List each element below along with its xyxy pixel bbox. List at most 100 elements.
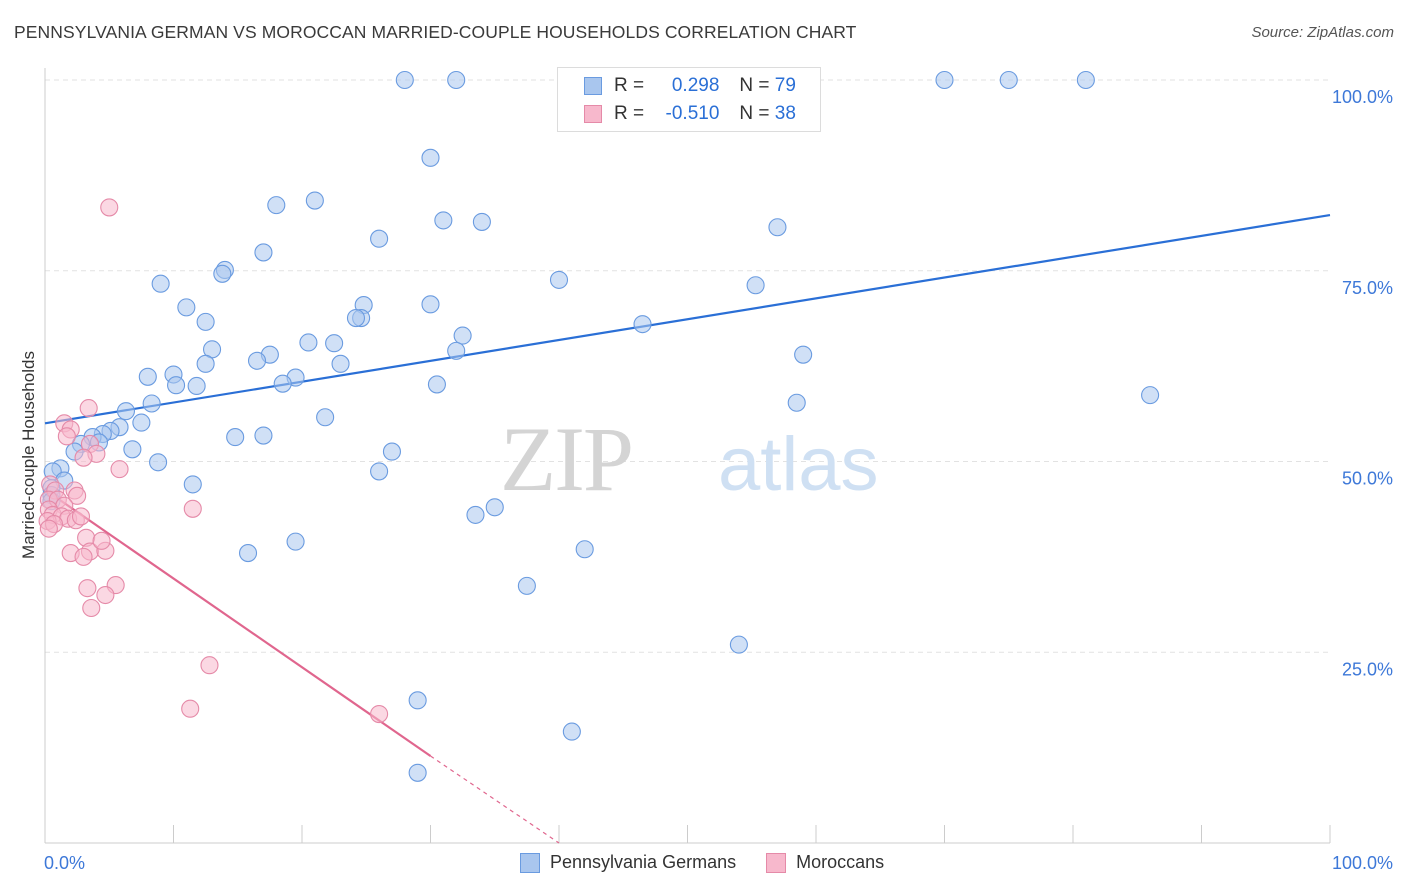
data-point [768,218,787,237]
data-point [196,312,215,331]
trend-line-0 [44,213,1331,425]
x-tick-label: 0.0% [44,853,85,873]
data-point [71,507,91,526]
legend-r-label: R = [614,103,645,124]
data-point [110,460,129,479]
data-point [421,295,440,314]
legend-row-moroccans: R = -0.510 N = 38 [584,102,796,126]
data-point [382,442,402,461]
data-point [238,544,258,563]
data-point [1076,70,1095,90]
series-legend-label: Moroccans [796,852,885,872]
data-point [575,540,594,559]
legend-n-value: 38 [774,103,796,124]
data-point [1141,386,1160,405]
series-legend: Pennsylvania Germans Moroccans [520,852,914,873]
data-point [74,448,93,467]
data-point [370,705,389,724]
data-point [254,426,273,445]
data-point [485,498,504,517]
data-point [305,191,324,210]
data-point [68,486,87,505]
trend-line-1 [44,488,432,757]
data-point [447,341,466,360]
series-legend-item-moroccans: Moroccans [766,852,884,873]
data-point [447,70,466,90]
data-point [213,264,232,283]
data-point [123,440,142,459]
data-point [370,229,389,248]
data-point [167,376,186,395]
y-tick-label: 75.0% [1342,278,1393,298]
tick-labels: 100.0% 75.0% 50.0% 25.0% 0.0% 100.0% [44,87,1393,873]
data-point [142,394,161,413]
data-point [427,375,446,394]
legend-swatch-pink [584,105,602,123]
data-point [746,276,765,295]
source-label: Source: ZipAtlas.com [1251,24,1394,41]
data-point [254,243,273,262]
legend-r-value: 0.298 [671,75,720,96]
data-point [183,499,202,518]
data-point [96,585,115,605]
data-point [267,196,286,215]
trend-line-extension-1 [430,755,560,844]
watermark: ZIP atlas [500,408,879,510]
data-point [200,656,219,675]
data-point [273,374,292,393]
data-point [999,70,1018,90]
data-point [183,475,202,494]
data-point [78,579,97,598]
legend-n-value: 79 [774,75,796,96]
legend-r-label: R = [614,75,645,96]
data-point [151,274,170,293]
data-point [935,70,954,90]
data-point [316,408,335,427]
data-point [196,354,215,373]
data-point [325,334,344,353]
series-legend-item-pennsylvania: Pennsylvania Germans [520,852,736,873]
data-point [370,462,389,481]
data-point [395,70,414,90]
stats-legend: R = 0.298 N = 79 R = -0.510 N = 38 [557,67,821,132]
data-point [517,576,536,595]
data-points [38,70,1160,782]
data-point [74,547,93,566]
data-point [177,298,196,317]
data-point [181,699,200,718]
chart-title: PENNSYLVANIA GERMAN VS MOROCCAN MARRIED-… [14,22,857,42]
series-legend-label: Pennsylvania Germans [550,852,737,872]
y-tick-label: 100.0% [1332,87,1393,107]
legend-swatch-blue [584,77,602,95]
data-point [466,505,485,524]
data-point [729,635,748,654]
data-point [299,333,318,352]
data-point [549,270,569,289]
data-point [331,354,350,373]
data-point [408,763,427,782]
data-point [187,376,206,396]
data-point [92,531,111,550]
grid-lines [45,79,1330,653]
watermark-zip: ZIP [500,408,632,510]
trend-lines [44,213,1331,844]
data-point [138,367,157,386]
data-point [453,326,472,345]
series-swatch-pink [766,852,787,873]
series-swatch-blue [520,852,540,873]
x-tick-label: 100.0% [1332,853,1393,873]
y-tick-label: 25.0% [1342,659,1393,679]
data-point [794,345,813,364]
legend-n-label: N = [739,75,770,96]
data-point [421,148,440,167]
data-point [132,413,151,432]
data-point [79,399,98,418]
data-point [562,722,581,741]
data-point [346,309,366,328]
legend-n-label: N = [739,103,770,124]
data-point [226,428,245,447]
data-point [434,211,453,230]
series-1-points [38,198,389,724]
data-point [286,532,305,551]
data-point [39,519,58,538]
